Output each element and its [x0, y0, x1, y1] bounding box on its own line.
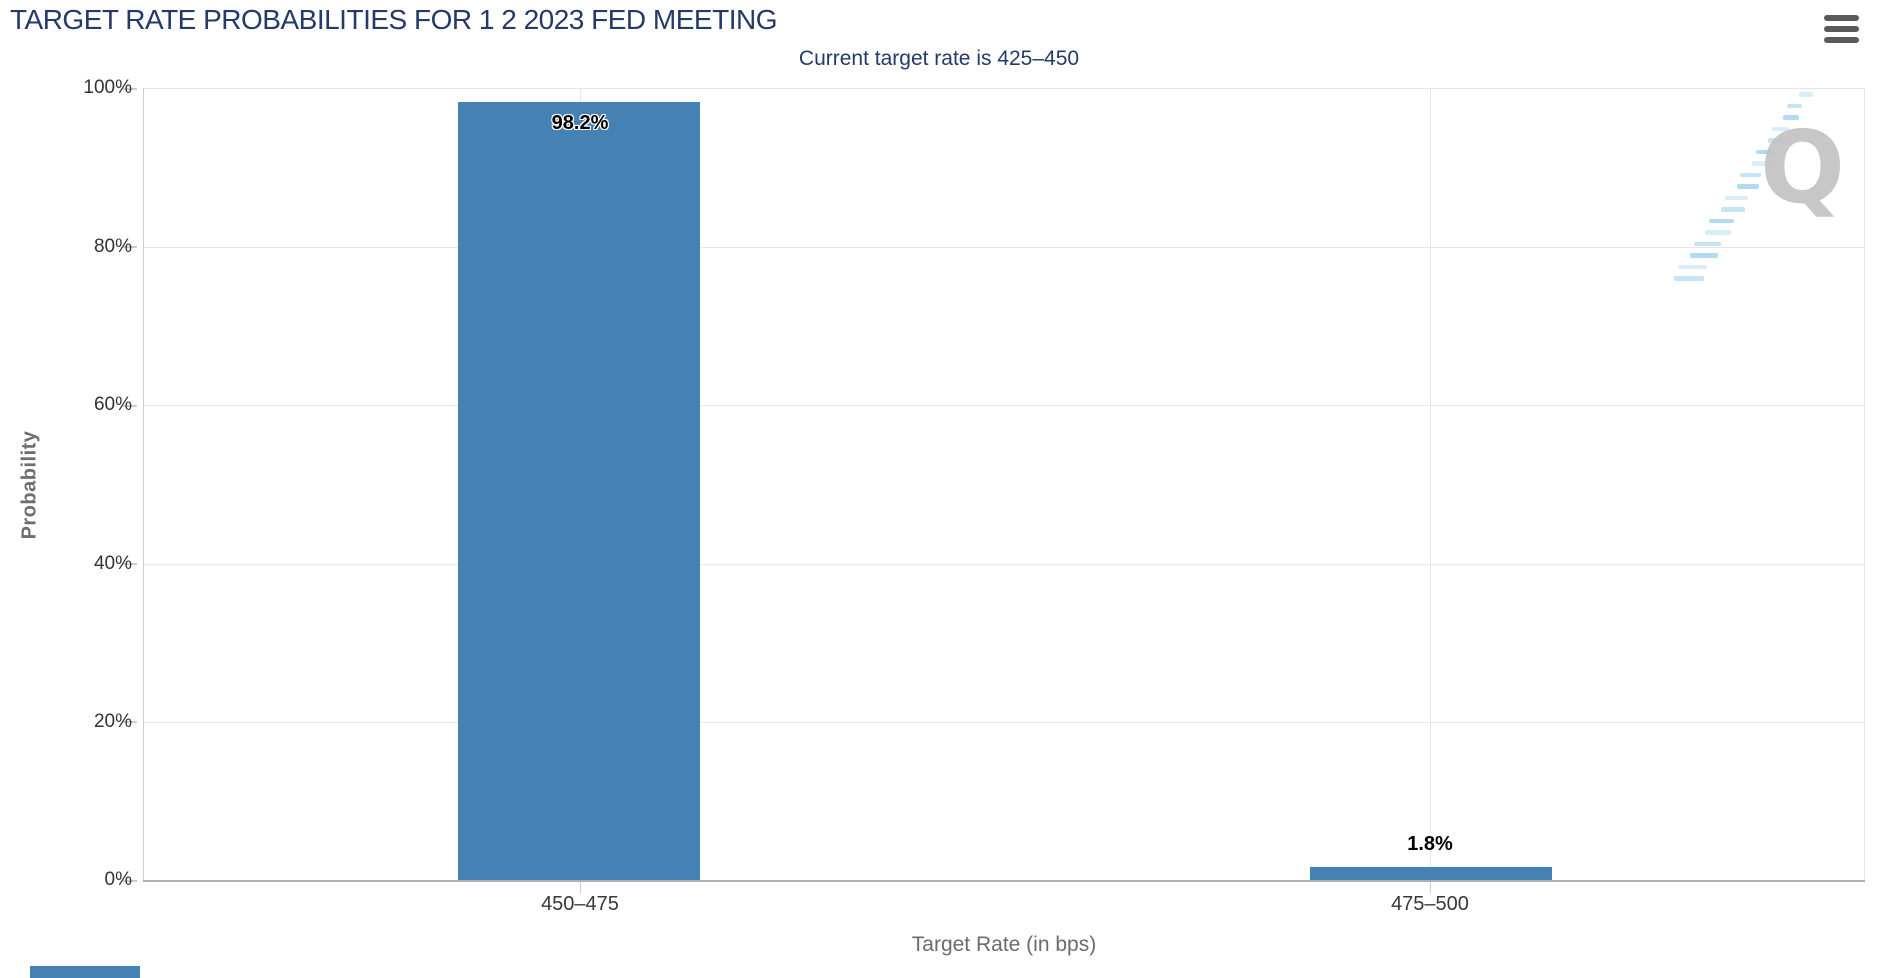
- export-menu-button[interactable]: [1824, 15, 1860, 45]
- y-tick: [123, 88, 137, 90]
- hamburger-icon: [1824, 15, 1859, 21]
- watermark-dash: [1740, 172, 1762, 177]
- watermark-dash: [1709, 218, 1735, 223]
- watermark-dash: [1756, 149, 1775, 154]
- y-tick: [123, 880, 137, 882]
- watermark-dash: [1674, 276, 1705, 281]
- watermark-dash: [1724, 195, 1748, 200]
- y-tick-label: 40%: [93, 553, 132, 574]
- bar-475-500[interactable]: [1310, 866, 1552, 881]
- y-axis-title: Probability: [18, 430, 41, 540]
- y-axis-line: [143, 88, 144, 881]
- x-category-label: 475–500: [1391, 893, 1469, 915]
- gridline-h-80: [143, 247, 1865, 248]
- x-tick: [580, 882, 581, 893]
- chart-title: TARGET RATE PROBABILITIES FOR 1 2 2023 F…: [10, 4, 777, 35]
- quikstrike-watermark: Q: [1674, 80, 1870, 310]
- bar-450-475[interactable]: [458, 102, 700, 881]
- y-tick: [123, 563, 137, 565]
- y-tick: [123, 246, 137, 248]
- watermark-dash: [1752, 161, 1773, 166]
- watermark-dash: [1787, 103, 1803, 108]
- watermark-dash: [1771, 126, 1789, 131]
- bar-value-label: 1.8%: [1407, 832, 1453, 855]
- hamburger-icon: [1824, 37, 1859, 43]
- y-tick-label: 0%: [104, 869, 132, 890]
- y-tick-label: 80%: [93, 236, 132, 257]
- y-tick-label: 20%: [93, 711, 132, 732]
- hamburger-icon: [1824, 26, 1859, 32]
- y-tick-label: 60%: [93, 394, 132, 415]
- y-tick: [123, 405, 137, 407]
- gridline-h-100: [143, 88, 1865, 89]
- q-logo: Q: [1760, 109, 1846, 226]
- watermark-dash: [1705, 230, 1732, 235]
- x-category-label: 450–475: [541, 893, 619, 915]
- watermark-dash: [1799, 92, 1813, 97]
- gridline-h-40: [143, 564, 1865, 565]
- watermark-dash: [1689, 253, 1718, 258]
- x-axis-line: [143, 880, 1865, 882]
- y-tick: [123, 721, 137, 723]
- bar-value-label: 98.2%: [551, 112, 609, 135]
- watermark-dash: [1736, 184, 1759, 189]
- x-tick: [1430, 882, 1431, 893]
- gridline-v-cat2: [1430, 88, 1431, 881]
- y-tick-label: 100%: [83, 77, 132, 98]
- chart-subtitle: Current target rate is 425–450: [798, 47, 1080, 70]
- watermark-dash: [1783, 115, 1800, 120]
- x-axis-title: Target Rate (in bps): [911, 933, 1097, 956]
- footer-accent-bar: [30, 966, 140, 978]
- watermark-dash: [1767, 138, 1786, 143]
- gridline-h-60: [143, 405, 1865, 406]
- gridline-v-right: [1864, 88, 1865, 881]
- gridline-h-20: [143, 722, 1865, 723]
- watermark-dash: [1721, 207, 1745, 212]
- watermark-dash: [1678, 264, 1707, 269]
- watermark-dash: [1693, 241, 1721, 246]
